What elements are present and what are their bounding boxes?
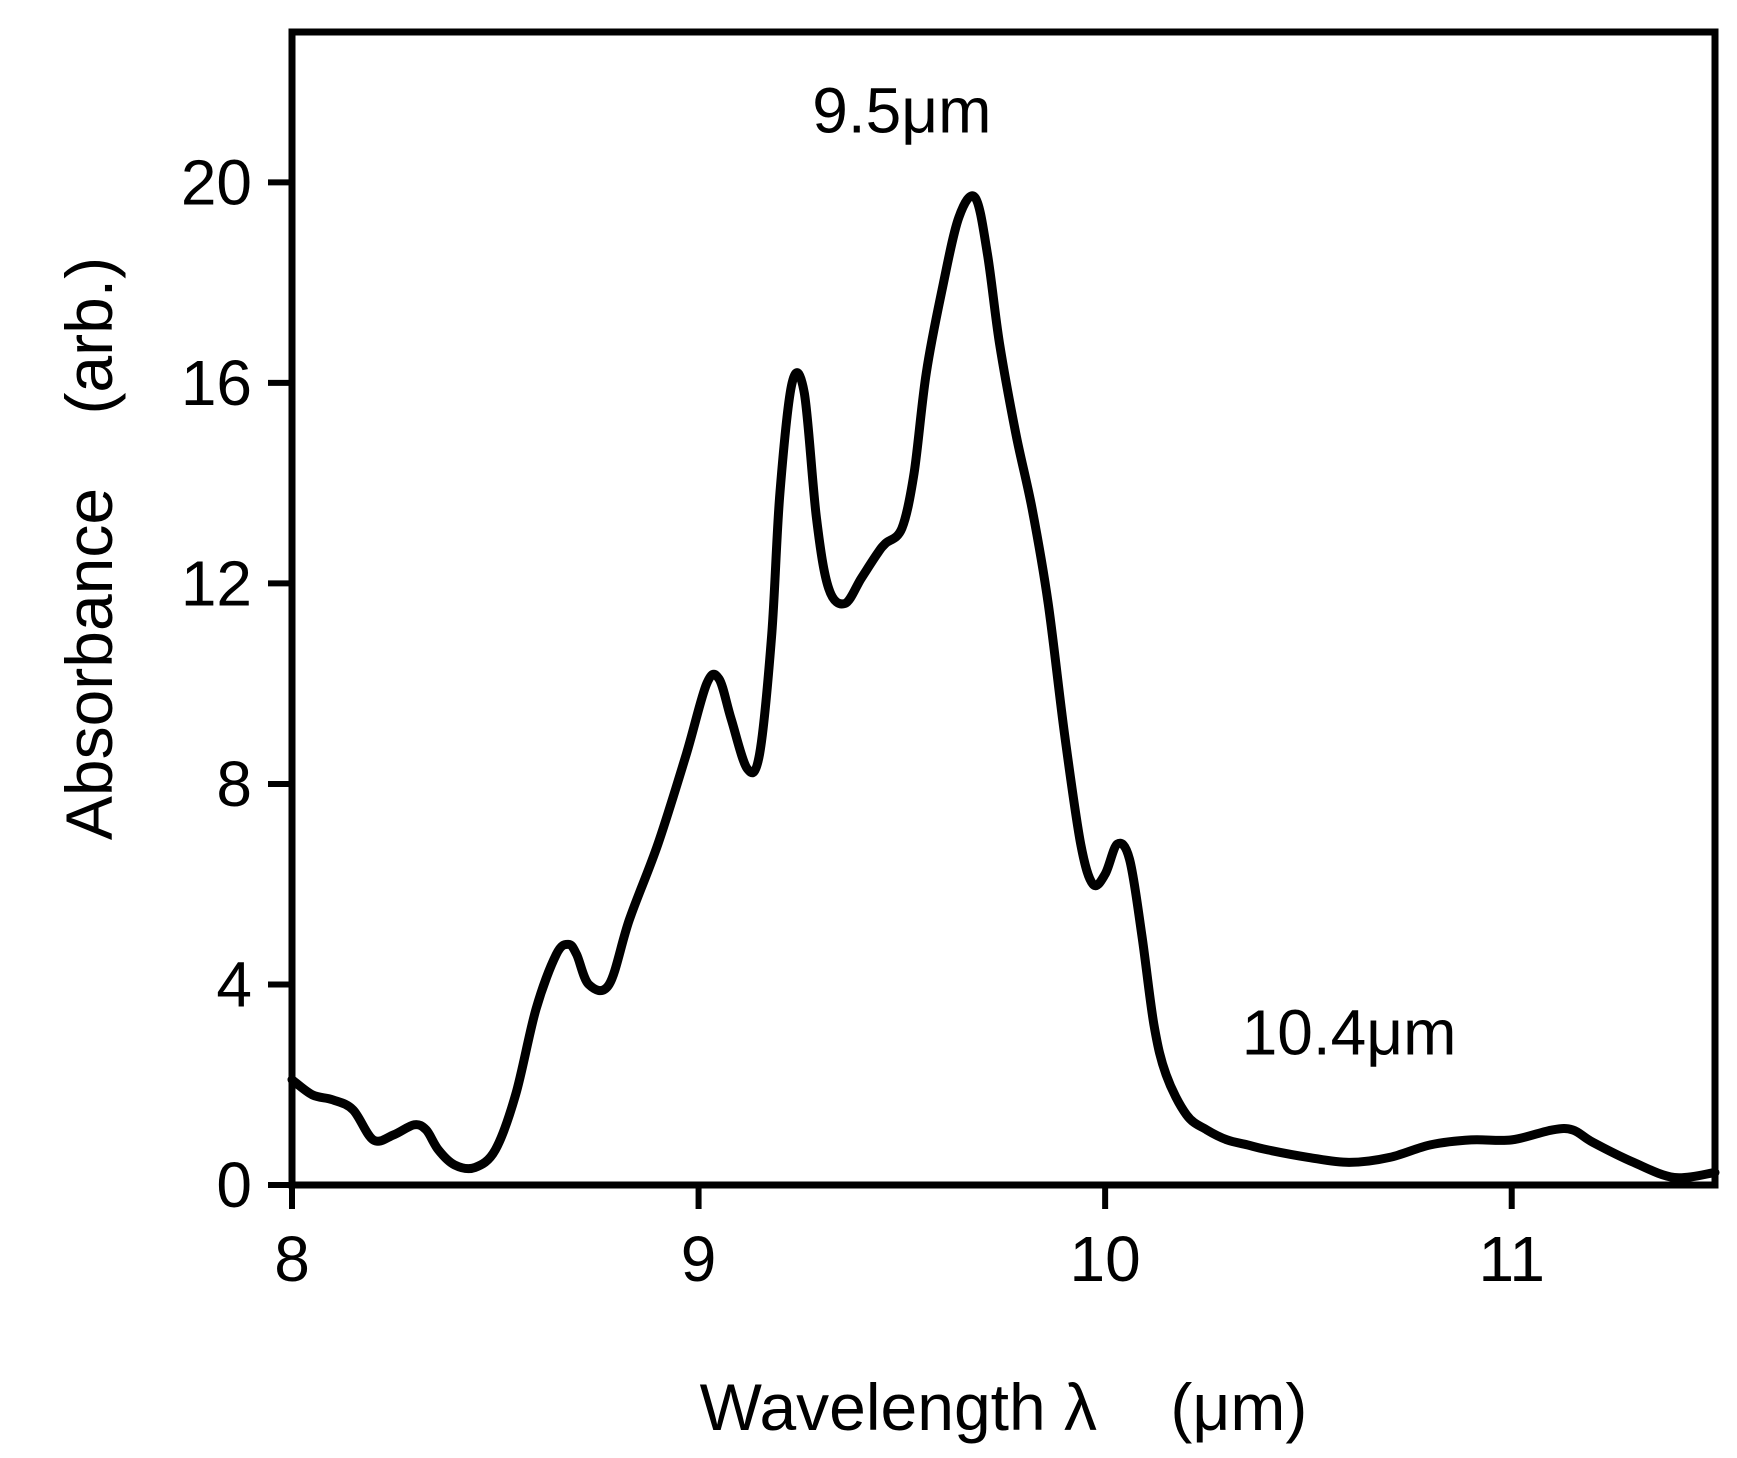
y-tick-label: 4 xyxy=(216,948,252,1020)
x-tick-label: 8 xyxy=(274,1223,310,1295)
x-axis-title: Wavelength λ (μm) xyxy=(700,1370,1308,1444)
x-tick-label: 9 xyxy=(681,1223,717,1295)
x-tick-label: 10 xyxy=(1070,1223,1141,1295)
y-axis-title: Absorbance (arb.) xyxy=(52,257,126,840)
peak-annotation: 10.4μm xyxy=(1242,997,1457,1069)
peak-annotation: 9.5μm xyxy=(812,74,991,146)
y-tick-label: 0 xyxy=(216,1149,252,1221)
y-tick-label: 8 xyxy=(216,748,252,820)
y-tick-label: 20 xyxy=(181,146,252,218)
plot-frame xyxy=(288,28,1719,1189)
y-tick-label: 12 xyxy=(181,547,252,619)
absorbance-series-line xyxy=(287,191,1720,1183)
y-tick-label: 16 xyxy=(181,347,252,419)
x-tick-label: 11 xyxy=(1478,1223,1544,1295)
